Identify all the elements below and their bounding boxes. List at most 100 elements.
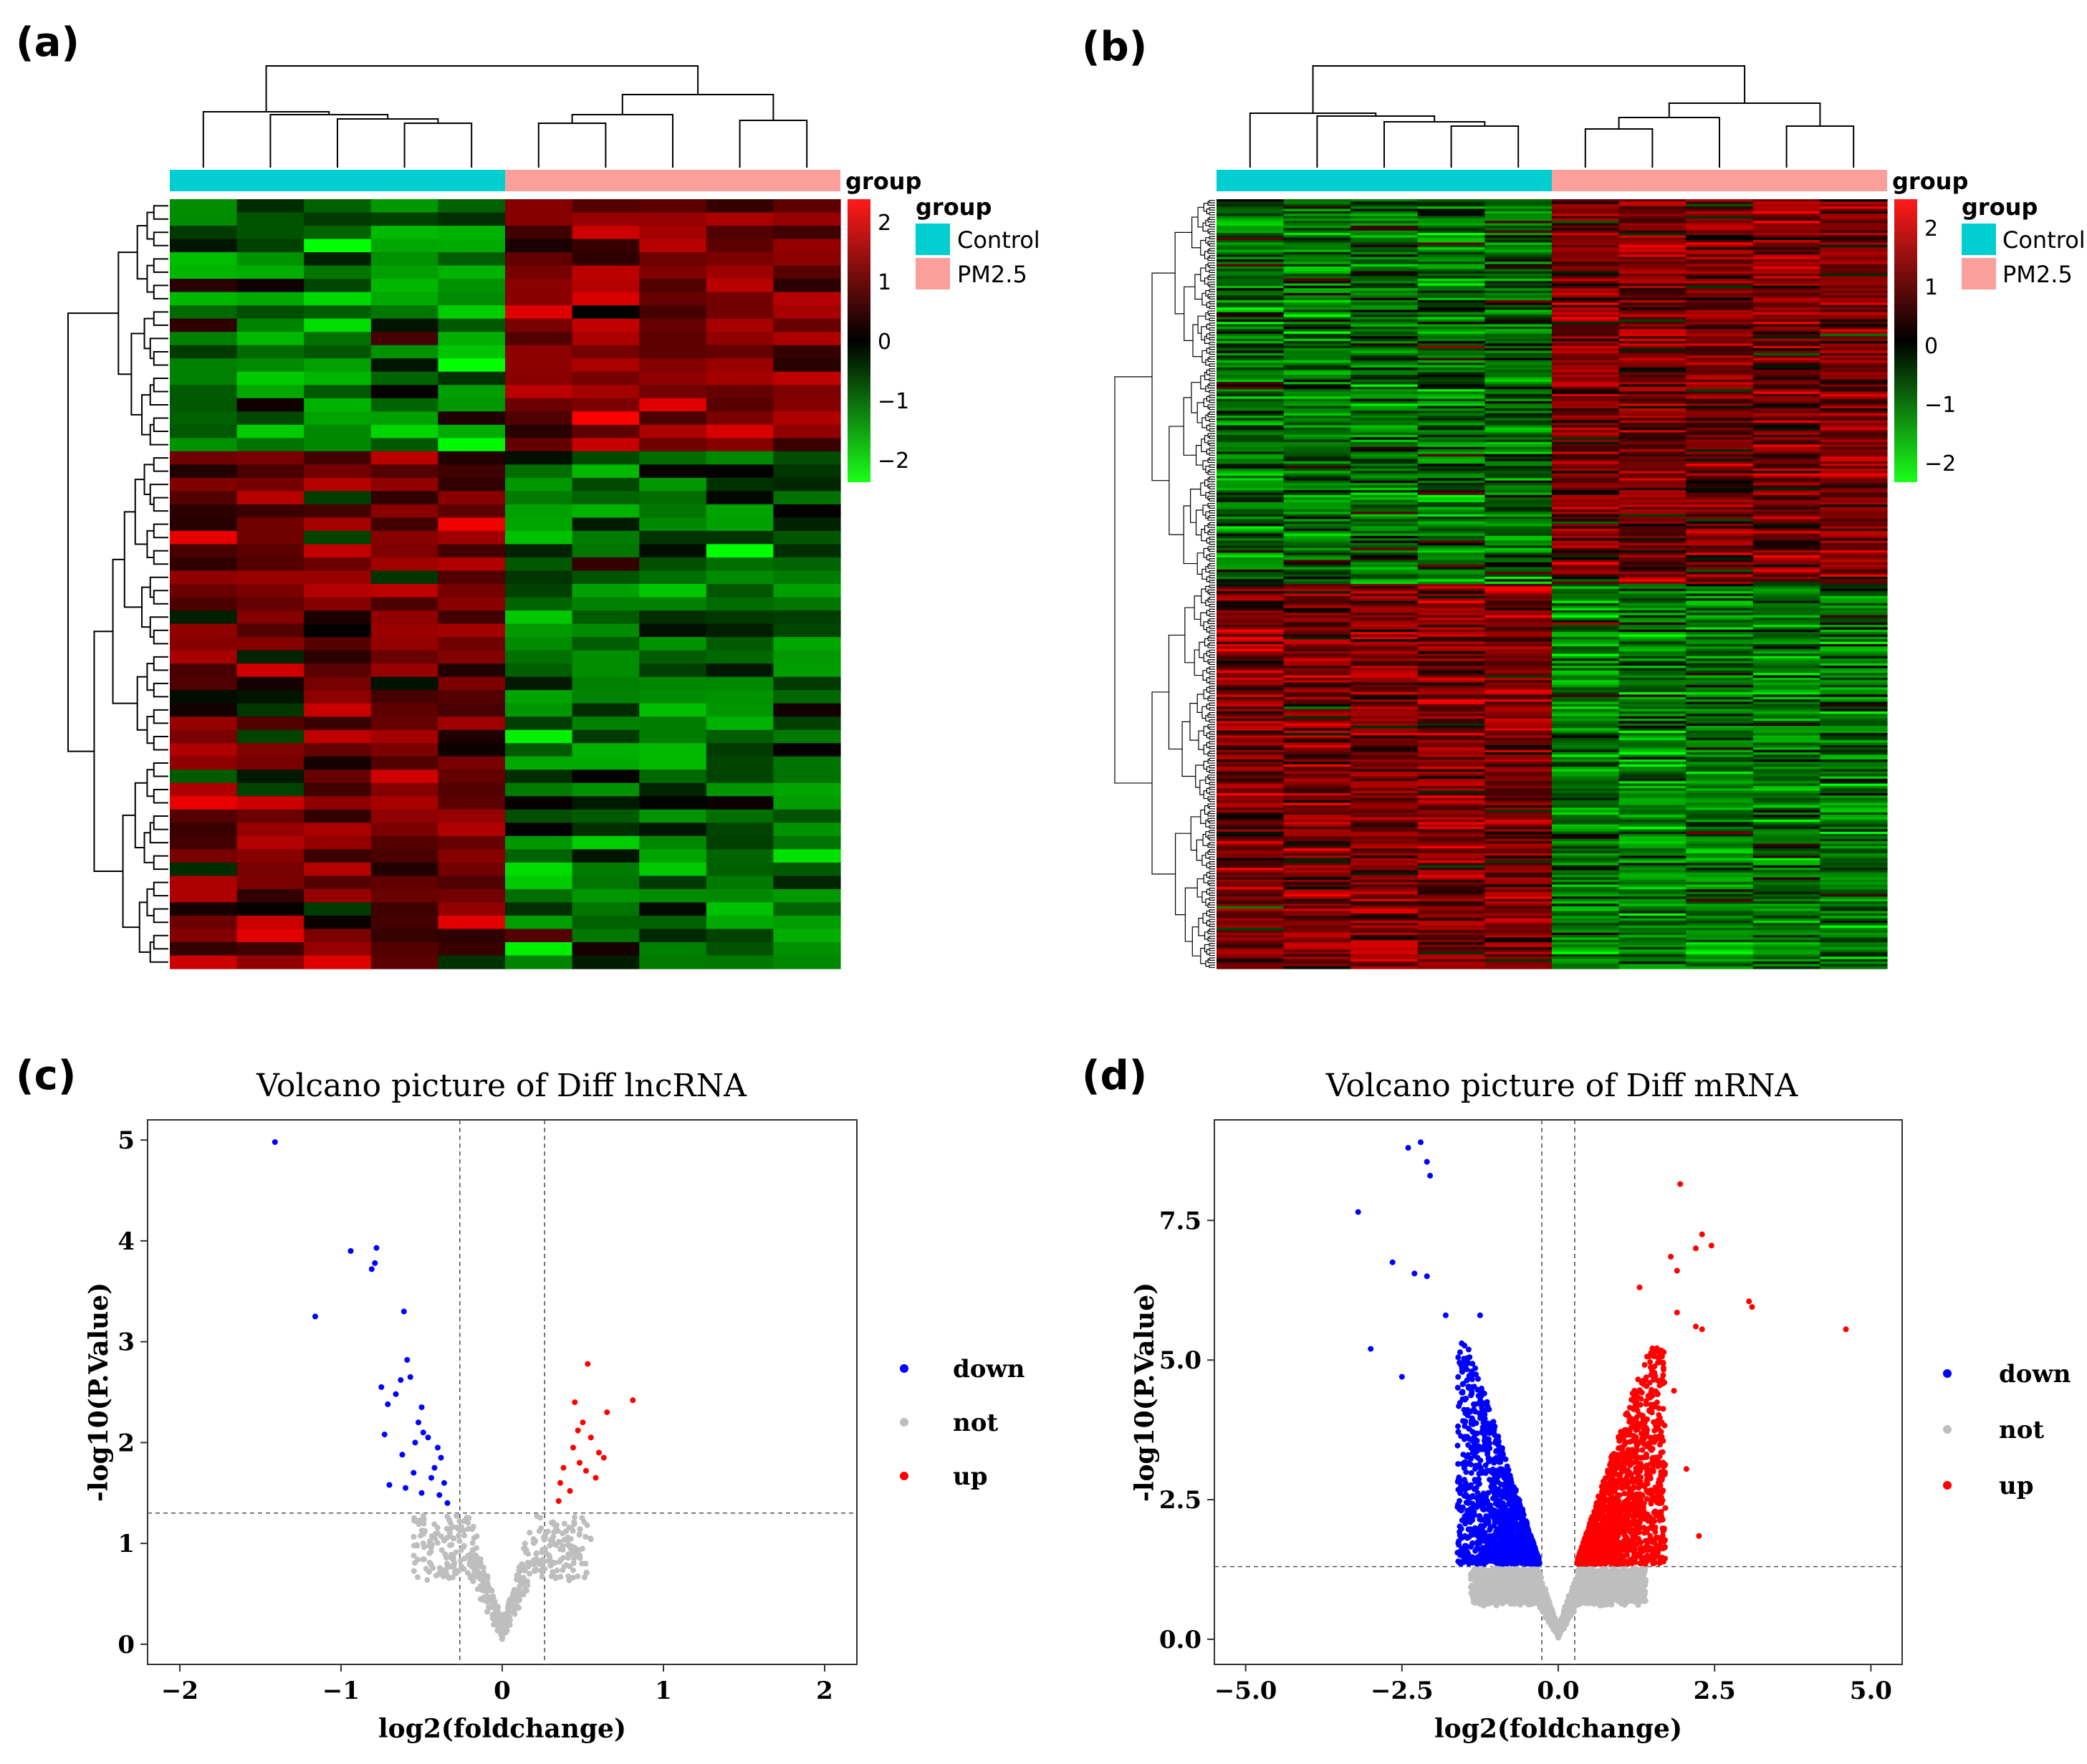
heatmap-cell	[1552, 625, 1620, 628]
heatmap-cell	[1484, 244, 1553, 248]
heatmap-cell	[1618, 714, 1687, 717]
heatmap-cell	[1686, 588, 1754, 592]
row-dendrogram-branch	[1175, 833, 1191, 916]
heatmap-cell	[1820, 324, 1888, 327]
heatmap-cell	[773, 716, 841, 731]
y-tick-label: 2	[117, 1429, 135, 1457]
row-dendrogram-branch	[1205, 492, 1210, 499]
heatmap-cell	[1417, 944, 1485, 948]
heatmap-cell	[1752, 223, 1820, 226]
heatmap-cell	[1752, 706, 1820, 710]
heatmap-cell	[1618, 834, 1687, 838]
heatmap-cell	[773, 929, 841, 943]
heatmap-cell	[1217, 264, 1285, 267]
heatmap-cell	[1820, 680, 1888, 684]
heatmap-cell	[1618, 524, 1687, 527]
heatmap-cell	[1350, 959, 1419, 962]
heatmap-cell	[1217, 487, 1285, 491]
heatmap-cell	[1350, 345, 1419, 349]
heatmap-cell	[170, 226, 238, 240]
heatmap-cell	[1350, 203, 1419, 207]
heatmap-cell	[505, 371, 573, 385]
point-not	[557, 1573, 564, 1580]
point-not	[520, 1574, 527, 1581]
row-dendrogram-branch	[1191, 216, 1201, 249]
heatmap-cell	[1820, 920, 1888, 924]
heatmap-cell	[1417, 420, 1485, 423]
heatmap-cell	[639, 438, 707, 452]
heatmap-cell	[1820, 891, 1888, 895]
heatmap-cell	[1484, 550, 1553, 553]
heatmap-cell	[1686, 514, 1754, 517]
heatmap-cell	[1484, 774, 1553, 777]
heatmap-cell	[1350, 519, 1419, 522]
heatmap-cell	[370, 862, 438, 876]
heatmap-cell	[1618, 682, 1687, 686]
heatmap-cell	[1752, 868, 1820, 871]
colorbar-ticks: 2 1 0 −1 −2	[1924, 216, 1956, 476]
heatmap-cell	[1217, 841, 1285, 845]
column-dendrogram-branch	[537, 123, 607, 168]
row-dendrogram-branch	[1205, 776, 1210, 785]
heatmap-cell	[1417, 853, 1485, 856]
heatmap-cell	[1417, 805, 1485, 808]
heatmap-cell	[1283, 514, 1351, 517]
panel-letter-a: (a)	[16, 19, 80, 66]
heatmap-cell	[1618, 781, 1687, 785]
point-not	[434, 1540, 441, 1546]
heatmap-cell	[1484, 389, 1553, 393]
heatmap-cell	[1484, 504, 1553, 508]
heatmap-cell	[1217, 249, 1285, 253]
heatmap-cell	[1417, 456, 1485, 460]
heatmap-cell	[438, 358, 506, 373]
point-down	[400, 1308, 407, 1315]
heatmap-cell	[1350, 468, 1419, 471]
heatmap-cell	[1752, 240, 1820, 244]
row-dendrogram-branch	[1202, 833, 1209, 846]
heatmap-cell	[1283, 819, 1351, 823]
heatmap-cell	[1820, 285, 1888, 289]
heatmap-cell	[1217, 875, 1285, 878]
heatmap-cell	[1686, 305, 1754, 308]
heatmap-cell	[1484, 535, 1553, 539]
heatmap-cell	[1752, 643, 1820, 647]
heatmap-cell	[773, 424, 841, 438]
heatmap-cell	[1417, 285, 1485, 289]
heatmap-cell	[1552, 497, 1620, 501]
heatmap-cell	[1552, 521, 1620, 524]
heatmap-cell	[1686, 251, 1754, 255]
heatmap-cell	[170, 796, 238, 810]
heatmap-cell	[706, 941, 774, 957]
heatmap-cell	[170, 332, 238, 346]
heatmap-cell	[1618, 749, 1687, 753]
row-dendrogram-branch	[1209, 777, 1215, 781]
heatmap-cell	[1686, 363, 1754, 366]
row-dendrogram-branch	[153, 417, 168, 433]
heatmap-cell	[1484, 377, 1553, 380]
heatmap-cell	[304, 411, 372, 426]
heatmap-cell	[1552, 737, 1620, 741]
row-dendrogram-branch	[1205, 385, 1210, 393]
heatmap-cell	[1350, 658, 1419, 661]
heatmap-cell	[304, 915, 372, 930]
row-dendrogram-branch	[1205, 511, 1210, 519]
heatmap-cell	[1752, 670, 1820, 674]
heatmap-cell	[1618, 617, 1687, 620]
heatmap-cell	[1820, 312, 1888, 315]
heatmap-cell	[706, 888, 774, 903]
row-dendrogram-branch	[153, 550, 168, 565]
heatmap-cell	[1484, 464, 1553, 467]
heatmap-cell	[1618, 610, 1687, 613]
heatmap-cell	[1350, 216, 1419, 219]
heatmap-cell	[505, 477, 573, 492]
heatmap-cell	[773, 637, 841, 651]
heatmap-cell	[1217, 509, 1285, 512]
heatmap-cell	[304, 212, 372, 226]
heatmap-cell	[1820, 473, 1888, 476]
heatmap-cell	[1618, 418, 1687, 421]
row-dendrogram-branch	[1190, 489, 1201, 523]
heatmap-cell	[1686, 478, 1754, 481]
heatmap-cell	[1484, 480, 1553, 484]
heatmap-cell	[1686, 706, 1754, 710]
heatmap-cell	[1217, 911, 1285, 914]
